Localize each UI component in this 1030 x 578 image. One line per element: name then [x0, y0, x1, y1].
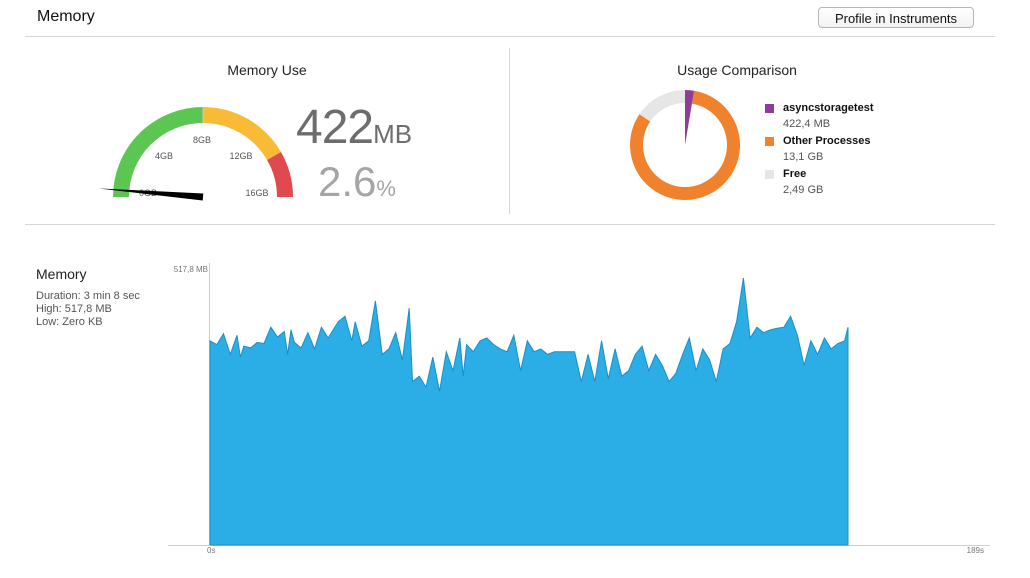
- x-axis-start-label: 0s: [207, 546, 215, 555]
- gauge-label-4gb: 4GB: [155, 151, 173, 161]
- legend-swatch: [765, 104, 774, 113]
- memory-use-value: 422MB: [296, 100, 412, 155]
- divider: [25, 224, 995, 225]
- gauge-arc-yellow: [202, 107, 281, 161]
- usage-donut-chart: [630, 90, 740, 200]
- donut-slice-asyncstoragetest: [685, 90, 695, 145]
- legend-value: 2,49 GB: [783, 184, 824, 196]
- legend-name: Free: [783, 168, 807, 180]
- memory-use-number: 422: [296, 101, 374, 154]
- y-axis-top-label: 517,8 MB: [174, 265, 208, 274]
- legend-swatch: [765, 137, 774, 146]
- gauge-label-12gb: 12GB: [229, 151, 252, 161]
- legend-name: asyncstoragetest: [783, 102, 874, 114]
- gauge-needle: [100, 188, 204, 201]
- memory-area-chart: 517,8 MB 0s 189s: [168, 263, 990, 555]
- memory-use-title: Memory Use: [227, 62, 307, 78]
- memory-use-percent-number: 2.6: [318, 158, 377, 205]
- page-title: Memory: [37, 8, 95, 25]
- divider: [25, 36, 995, 37]
- memory-graph-title: Memory: [36, 266, 87, 282]
- gauge-arc-red: [266, 152, 293, 198]
- high-stat: High: 517,8 MB: [36, 303, 112, 315]
- duration-stat: Duration: 3 min 8 sec: [36, 290, 140, 302]
- donut-slice-free: [639, 90, 685, 122]
- memory-use-percent: 2.6%: [318, 158, 396, 206]
- legend-value: 13,1 GB: [783, 151, 824, 163]
- divider: [509, 48, 510, 214]
- usage-comparison-title: Usage Comparison: [677, 62, 797, 78]
- profile-in-instruments-button[interactable]: Profile in Instruments: [818, 7, 974, 28]
- gauge-arc-green: [113, 107, 204, 198]
- memory-use-percent-unit: %: [376, 176, 396, 201]
- x-axis-end-label: 189s: [967, 546, 984, 555]
- gauge-label-8gb: 8GB: [193, 135, 211, 145]
- gauge-label-16gb: 16GB: [245, 188, 268, 198]
- memory-area-series: [209, 278, 849, 546]
- legend-name: Other Processes: [783, 135, 871, 147]
- legend-swatch: [765, 170, 774, 179]
- memory-gauge: 0GB 4GB 8GB 12GB 16GB: [100, 107, 293, 201]
- legend-value: 422,4 MB: [783, 118, 831, 130]
- memory-use-unit: MB: [373, 119, 413, 149]
- low-stat: Low: Zero KB: [36, 316, 103, 328]
